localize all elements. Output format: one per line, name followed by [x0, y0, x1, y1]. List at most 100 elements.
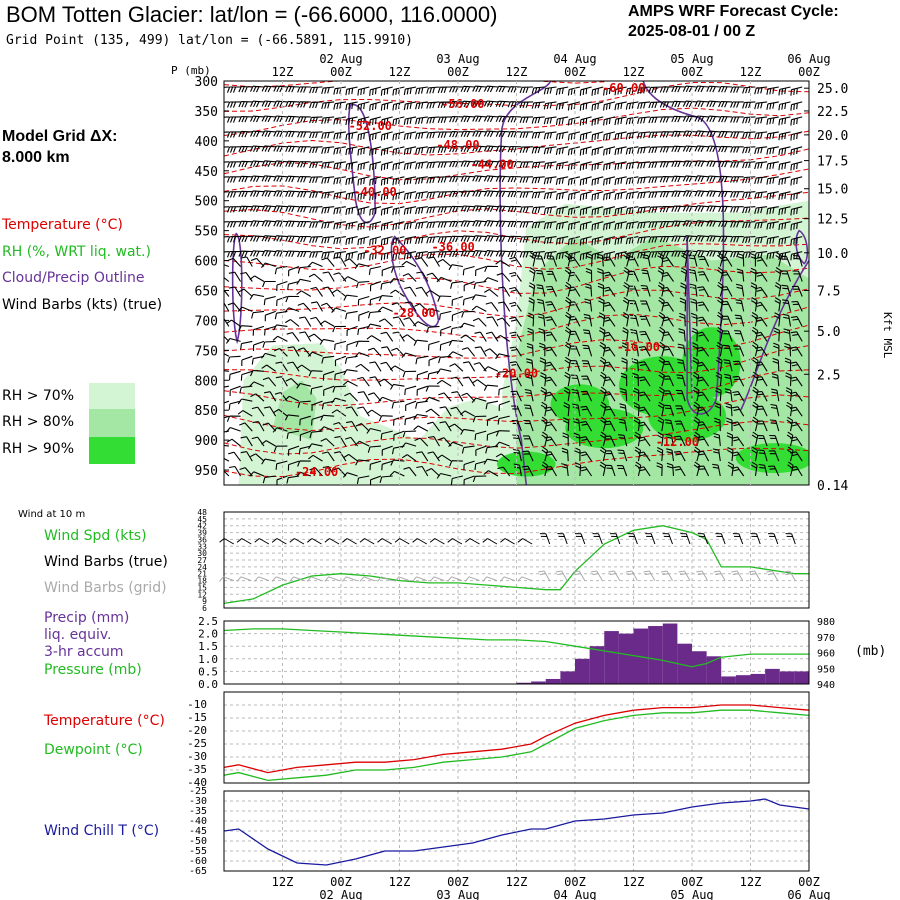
temperature-contour-label: -28.00: [392, 306, 435, 320]
series-line: [223, 709, 810, 782]
wind-barb: [584, 298, 593, 312]
wind-barb: [341, 576, 357, 582]
wind-barb: [495, 130, 510, 138]
wind-barb: [261, 458, 276, 465]
wind-barb: [296, 364, 312, 372]
wind-barb: [637, 116, 651, 124]
wind-barb: [472, 160, 487, 168]
wind-barb: [366, 427, 382, 434]
wind-barb: [754, 131, 768, 140]
pressure-axis-title: P (mb): [171, 64, 211, 77]
wind-barb: [319, 338, 335, 345]
wind-barb: [460, 190, 475, 198]
wind-barb: [261, 130, 276, 138]
wind-barb: [299, 415, 311, 426]
wind-barb: [428, 355, 440, 367]
wind-barb: [239, 385, 253, 394]
wind-barb: [275, 376, 288, 387]
wind-barb: [618, 434, 628, 447]
wind-barb: [254, 576, 270, 582]
wind-barb: [567, 86, 581, 96]
bottom-hour-label: 12Z: [272, 875, 294, 889]
bottom-hour-label: 00Z: [681, 875, 703, 889]
wind-barb: [774, 312, 781, 327]
wind-barb: [718, 220, 733, 228]
wind-barb: [390, 383, 405, 390]
wind-barb: [555, 161, 569, 170]
wind-barb: [591, 86, 604, 96]
wind-barb: [658, 371, 666, 387]
wind-barb: [450, 376, 464, 387]
wind-barb: [297, 176, 311, 183]
wind-barb: [540, 386, 547, 402]
bottom-date-label: 03 Aug: [436, 888, 479, 900]
wind-barb: [227, 355, 241, 363]
wind-barb: [308, 333, 323, 342]
wind-barb: [674, 420, 686, 432]
wind-barb: [369, 236, 382, 246]
wind-barb: [287, 346, 300, 357]
wind-barb: [357, 146, 370, 156]
wind-barb: [579, 131, 592, 141]
wind-barb: [250, 453, 265, 462]
wind-barb: [790, 116, 803, 126]
wind-barb: [519, 206, 534, 213]
wind-barb: [251, 436, 265, 447]
wind-barb: [307, 351, 323, 357]
wind-barb: [694, 190, 709, 197]
wind-barb: [308, 443, 323, 450]
wind-barb: [472, 317, 487, 327]
wind-barb: [225, 337, 241, 344]
wind-barb: [346, 340, 358, 351]
wind-barb: [742, 146, 756, 154]
wind-barb: [622, 327, 629, 342]
y-tick-label: 36: [197, 535, 207, 544]
wind-barb: [778, 191, 791, 201]
pressure-tick-label: 500: [195, 195, 218, 210]
wind-barb: [297, 161, 311, 168]
rh-shading: [238, 200, 809, 485]
wind-barb: [662, 533, 673, 545]
wind-barb: [285, 378, 300, 387]
precip-bar: [735, 675, 751, 684]
wind-barb: [498, 385, 510, 396]
wind-barb: [472, 379, 487, 387]
wind-barb: [751, 312, 758, 327]
wind-barb: [483, 145, 499, 153]
wind-barb: [614, 101, 627, 111]
wind-barb: [696, 391, 710, 402]
wind-barb: [251, 406, 265, 417]
wind-barb: [791, 285, 803, 297]
wind-barb: [273, 220, 288, 227]
y-tick-label: 39: [197, 529, 207, 538]
wind-barb: [237, 306, 253, 312]
wind-barb: [321, 116, 335, 124]
wind-barb: [614, 161, 627, 171]
wind-barb: [555, 176, 569, 185]
wind-barb: [567, 161, 581, 171]
wind-barb: [716, 326, 724, 342]
height-tick-label: 17.5: [817, 155, 848, 170]
wind-barb: [627, 256, 639, 267]
wind-barb: [536, 284, 546, 297]
wind-barb: [617, 449, 628, 462]
wind-barb: [697, 436, 710, 447]
rh-scale-90-label: RH > 90%: [2, 441, 75, 457]
wind-barb: [224, 176, 229, 179]
wind-barb: [309, 191, 323, 199]
wind-barb: [579, 436, 593, 447]
wind-barb: [591, 221, 604, 231]
wind-barb: [426, 101, 440, 109]
wind-barb: [742, 191, 756, 199]
wind-barb: [273, 160, 288, 168]
wind-barb: [345, 116, 358, 126]
wind-barb: [730, 221, 744, 228]
wind-barb: [426, 221, 440, 229]
wind-barb: [659, 191, 674, 198]
wind-barb: [297, 191, 311, 198]
wind-barb: [321, 176, 335, 184]
wind-barb: [429, 538, 445, 545]
wind-barb: [250, 130, 265, 138]
wind-barb: [262, 422, 277, 432]
wind-barb: [226, 415, 241, 422]
